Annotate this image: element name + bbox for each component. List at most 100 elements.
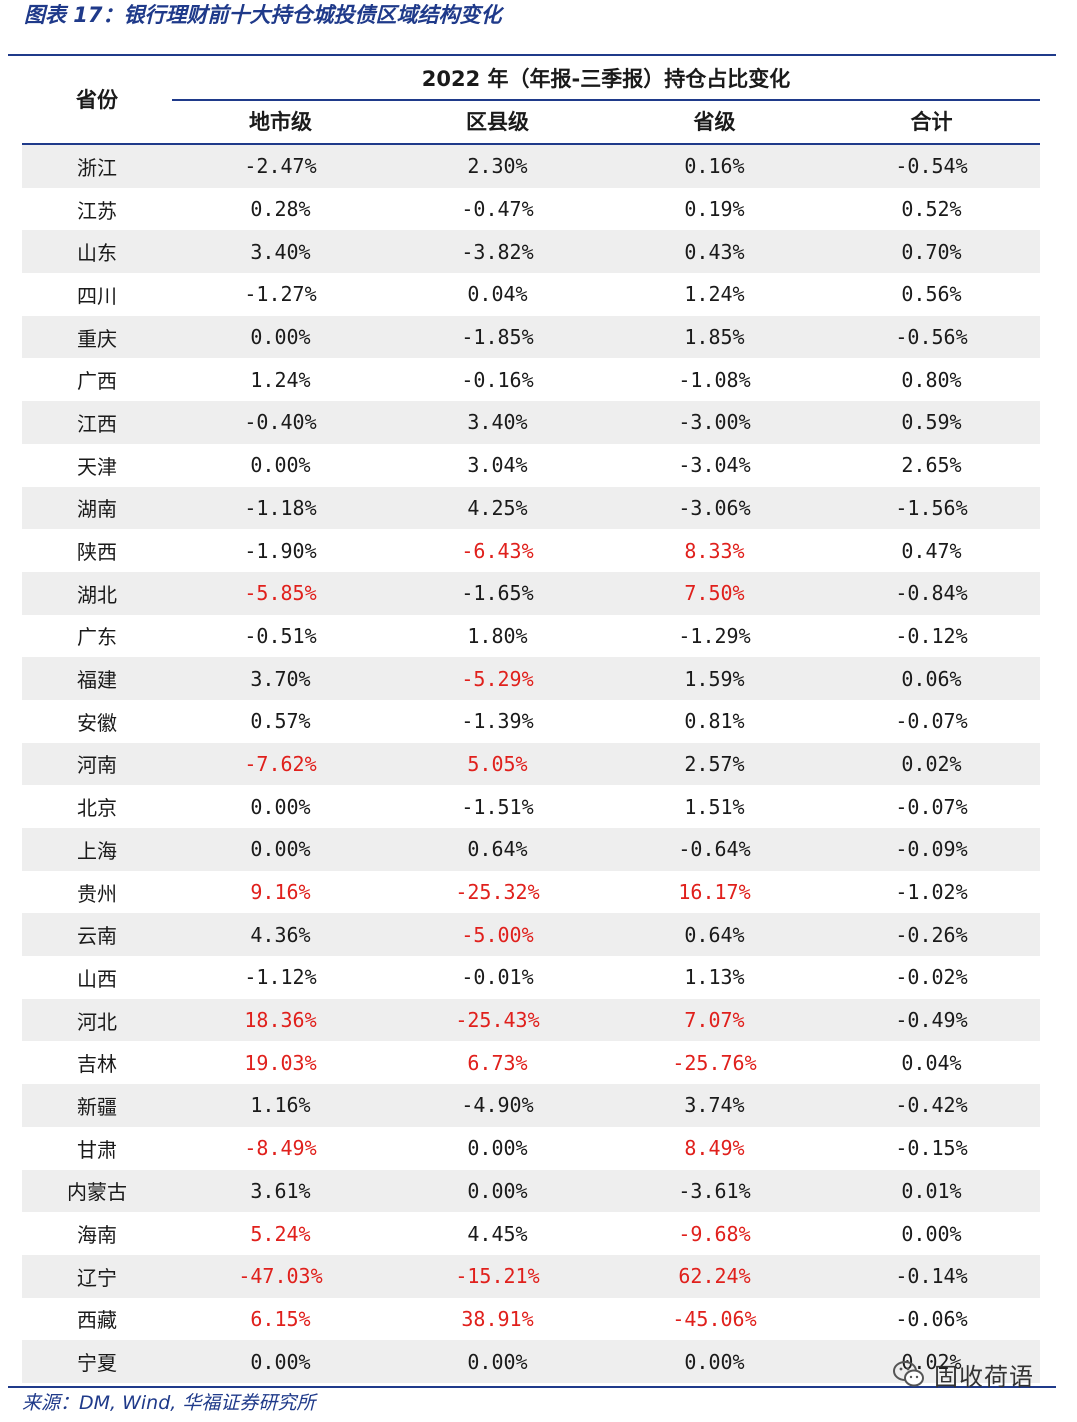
value-cell: 6.73% [467, 1050, 528, 1075]
header-rule [22, 143, 1040, 145]
header-group-title: 2022 年（年报-三季报）持仓占比变化 [421, 67, 791, 91]
table-row: 湖北 -5.85% -1.65% 7.50% -0.84% [22, 571, 1040, 615]
value-cell: 7.07% [684, 1008, 745, 1033]
header-county-level: 区县级 [466, 110, 529, 134]
value-cell: -8.49% [244, 1136, 317, 1161]
province-cell: 天津 [77, 454, 117, 479]
value-cell: 0.00% [250, 794, 311, 819]
value-cell: 2.65% [901, 453, 962, 478]
table-row: 陕西 -1.90% -6.43% 8.33% 0.47% [22, 529, 1040, 572]
value-cell: 0.43% [684, 239, 745, 264]
value-cell: -0.49% [895, 1008, 968, 1033]
value-cell: -15.21% [455, 1264, 540, 1289]
province-cell: 陕西 [77, 540, 117, 565]
value-cell: 4.45% [467, 1221, 528, 1246]
value-cell: -5.00% [461, 922, 534, 947]
value-cell: -1.65% [461, 581, 534, 606]
wechat-icon [893, 1361, 924, 1387]
value-cell: -1.39% [461, 709, 534, 734]
value-cell: 38.91% [461, 1306, 534, 1331]
value-cell: 0.04% [901, 1050, 962, 1075]
value-cell: 0.81% [684, 709, 745, 734]
table-row: 江苏 0.28% -0.47% 0.19% 0.52% [22, 188, 1040, 231]
value-cell: -1.08% [678, 367, 751, 392]
bottom-rule [8, 1386, 1056, 1388]
value-cell: -1.56% [895, 495, 968, 520]
value-cell: 5.05% [467, 751, 528, 776]
value-cell: -47.03% [238, 1264, 323, 1289]
value-cell: -45.06% [672, 1306, 757, 1331]
value-cell: -0.15% [895, 1136, 968, 1161]
province-cell: 江苏 [77, 198, 117, 223]
province-cell: 贵州 [77, 881, 117, 906]
value-cell: -0.56% [895, 325, 968, 350]
value-cell: -3.00% [678, 410, 751, 435]
watermark-text: 固收荷语 [934, 1362, 1034, 1391]
province-cell: 吉林 [77, 1052, 117, 1077]
value-cell: -2.47% [244, 154, 317, 179]
watermark: 固收荷语 [892, 1356, 1034, 1392]
value-cell: 1.80% [467, 623, 528, 648]
value-cell: -1.29% [678, 623, 751, 648]
value-cell: -0.01% [461, 965, 534, 990]
value-cell: 18.36% [244, 1008, 317, 1033]
value-cell: 0.16% [684, 154, 745, 179]
province-cell: 甘肃 [77, 1137, 117, 1162]
table-row: 云南 4.36% -5.00% 0.64% -0.26% [22, 913, 1040, 957]
value-cell: 0.00% [250, 1349, 311, 1374]
value-cell: -0.47% [461, 197, 534, 222]
value-cell: -5.85% [244, 581, 317, 606]
value-cell: 1.85% [684, 325, 745, 350]
value-cell: -3.04% [678, 453, 751, 478]
value-cell: -0.12% [895, 623, 968, 648]
value-cell: 1.13% [684, 965, 745, 990]
value-cell: -5.29% [461, 666, 534, 691]
value-cell: 4.36% [250, 922, 311, 947]
value-cell: 4.25% [467, 495, 528, 520]
value-cell: -3.82% [461, 239, 534, 264]
province-cell: 湖南 [77, 497, 117, 522]
value-cell: -1.27% [244, 282, 317, 307]
province-cell: 四川 [77, 283, 117, 308]
table-row: 宁夏 0.00% 0.00% 0.00% 0.02% [22, 1340, 1040, 1383]
value-cell: 0.00% [684, 1349, 745, 1374]
province-cell: 安徽 [77, 710, 117, 735]
table-row: 吉林 19.03% 6.73% -25.76% 0.04% [22, 1041, 1040, 1084]
province-cell: 广西 [77, 369, 117, 394]
value-cell: -3.06% [678, 495, 751, 520]
value-cell: 16.17% [678, 880, 751, 905]
value-cell: 0.00% [467, 1349, 528, 1374]
value-cell: 0.02% [901, 751, 962, 776]
value-cell: 0.00% [250, 837, 311, 862]
table-row: 北京 0.00% -1.51% 1.51% -0.07% [22, 785, 1040, 828]
province-cell: 广东 [77, 625, 117, 650]
value-cell: 0.00% [467, 1136, 528, 1161]
value-cell: -0.42% [895, 1093, 968, 1118]
table-row: 湖南 -1.18% 4.25% -3.06% -1.56% [22, 486, 1040, 530]
table-row: 内蒙古 3.61% 0.00% -3.61% 0.01% [22, 1169, 1040, 1213]
value-cell: 3.40% [250, 239, 311, 264]
table-row: 四川 -1.27% 0.04% 1.24% 0.56% [22, 273, 1040, 316]
value-cell: 3.74% [684, 1093, 745, 1118]
value-cell: -0.09% [895, 837, 968, 862]
province-cell: 北京 [77, 796, 117, 821]
table-body: 浙江 -2.47% 2.30% 0.16% -0.54% 江苏 0.28% -0.47% 0.1… [22, 145, 1040, 1383]
header-total: 合计 [910, 110, 953, 134]
province-cell: 重庆 [77, 326, 117, 351]
value-cell: -0.84% [895, 581, 968, 606]
header-group-underline [172, 99, 1040, 101]
header-province: 省份 [76, 88, 118, 112]
value-cell: -7.62% [244, 751, 317, 776]
value-cell: 0.00% [250, 325, 311, 350]
table-row: 浙江 -2.47% 2.30% 0.16% -0.54% [22, 145, 1040, 188]
value-cell: -9.68% [678, 1221, 751, 1246]
value-cell: 6.15% [250, 1306, 311, 1331]
value-cell: 5.24% [250, 1221, 311, 1246]
value-cell: 3.61% [250, 1178, 311, 1203]
value-cell: 3.04% [467, 453, 528, 478]
table-row: 山西 -1.12% -0.01% 1.13% -0.02% [22, 956, 1040, 999]
table-row: 安徽 0.57% -1.39% 0.81% -0.07% [22, 700, 1040, 743]
value-cell: 0.64% [684, 922, 745, 947]
value-cell: -0.16% [461, 367, 534, 392]
table-row: 海南 5.24% 4.45% -9.68% 0.00% [22, 1212, 1040, 1255]
